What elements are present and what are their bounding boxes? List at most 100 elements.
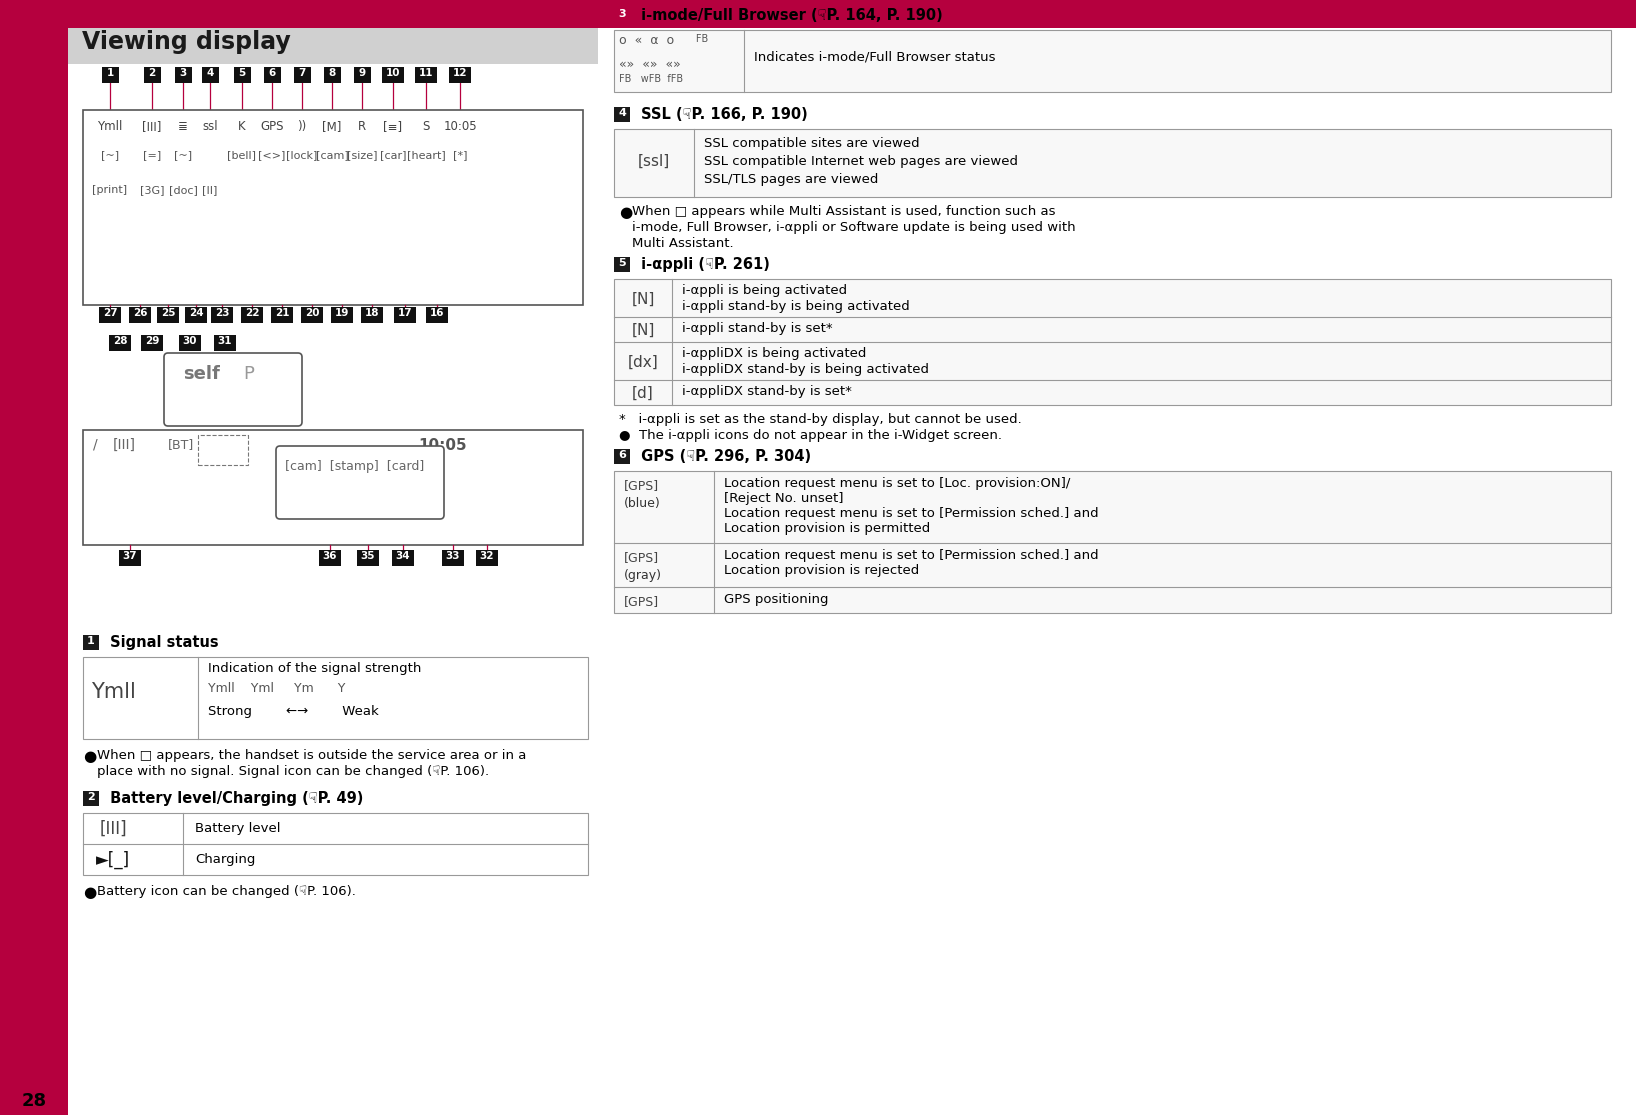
Text: When □ appears while Multi Assistant is used, function such as: When □ appears while Multi Assistant is … xyxy=(631,205,1055,219)
Text: 5: 5 xyxy=(618,258,627,268)
Text: 37: 37 xyxy=(123,551,137,561)
Text: [N]: [N] xyxy=(631,323,654,338)
Text: (blue): (blue) xyxy=(623,497,661,510)
Text: SSL compatible sites are viewed: SSL compatible sites are viewed xyxy=(703,137,919,151)
Bar xyxy=(393,550,414,566)
Text: When □ appears, the handset is outside the service area or in a: When □ appears, the handset is outside t… xyxy=(97,749,527,762)
Text: [d]: [d] xyxy=(631,386,654,401)
Bar xyxy=(83,813,587,875)
Text: GPS (☟P. 296, P. 304): GPS (☟P. 296, P. 304) xyxy=(636,449,811,464)
Text: 1: 1 xyxy=(87,636,95,646)
Text: ●: ● xyxy=(83,885,97,900)
Bar xyxy=(614,30,1611,93)
Text: [lock]: [lock] xyxy=(286,151,317,159)
Text: 34: 34 xyxy=(396,551,411,561)
Bar xyxy=(100,307,121,323)
Bar xyxy=(442,550,465,566)
Text: ●: ● xyxy=(83,749,97,764)
Text: GPS: GPS xyxy=(260,120,283,133)
Text: [GPS]: [GPS] xyxy=(623,551,659,564)
Text: 30: 30 xyxy=(183,336,198,346)
Bar xyxy=(157,307,178,323)
Text: Charging: Charging xyxy=(195,853,255,866)
Bar xyxy=(178,334,201,351)
Text: 2: 2 xyxy=(87,792,95,802)
Bar xyxy=(201,67,219,83)
Text: 12: 12 xyxy=(453,68,468,78)
Text: [~]: [~] xyxy=(173,151,191,159)
Bar xyxy=(263,67,281,83)
Text: Location request menu is set to [Permission sched.] and: Location request menu is set to [Permiss… xyxy=(725,549,1099,562)
Text: 36: 36 xyxy=(322,551,337,561)
Text: Indication of the signal strength: Indication of the signal strength xyxy=(208,662,422,675)
Bar xyxy=(129,307,151,323)
Text: 11: 11 xyxy=(419,68,434,78)
Text: (gray): (gray) xyxy=(623,569,663,582)
Text: Signal status: Signal status xyxy=(105,636,219,650)
Text: K: K xyxy=(239,120,245,133)
Text: Location provision is rejected: Location provision is rejected xyxy=(725,564,919,576)
Text: 3: 3 xyxy=(180,68,187,78)
Bar xyxy=(272,307,293,323)
Text: )): )) xyxy=(298,120,306,133)
Text: [N]: [N] xyxy=(631,292,654,307)
Bar xyxy=(294,67,311,83)
Text: 5: 5 xyxy=(239,68,245,78)
Text: [GPS]: [GPS] xyxy=(623,479,659,492)
FancyBboxPatch shape xyxy=(164,353,303,426)
Text: 19: 19 xyxy=(335,308,348,318)
Text: SSL/TLS pages are viewed: SSL/TLS pages are viewed xyxy=(703,173,879,186)
Text: Before Using the Handset: Before Using the Handset xyxy=(26,394,41,607)
Text: 28: 28 xyxy=(113,336,128,346)
Bar xyxy=(69,28,599,64)
Text: i-mode/Full Browser (☟P. 164, P. 190): i-mode/Full Browser (☟P. 164, P. 190) xyxy=(636,8,942,23)
Text: 20: 20 xyxy=(304,308,319,318)
Text: [doc]: [doc] xyxy=(169,185,198,195)
Bar xyxy=(110,334,131,351)
Bar xyxy=(101,67,119,83)
Text: [=]: [=] xyxy=(142,151,160,159)
Bar xyxy=(614,256,630,272)
Text: 4: 4 xyxy=(618,108,627,118)
Text: [BT]: [BT] xyxy=(169,438,195,450)
Bar xyxy=(214,334,236,351)
Text: 35: 35 xyxy=(362,551,375,561)
Text: [III]: [III] xyxy=(113,438,136,452)
Bar xyxy=(240,307,263,323)
Bar xyxy=(448,67,471,83)
Bar xyxy=(234,67,250,83)
Bar xyxy=(353,67,371,83)
Text: 10:05: 10:05 xyxy=(443,120,476,133)
Text: «»  «»  «»: «» «» «» xyxy=(618,58,681,71)
Text: 3: 3 xyxy=(618,9,627,19)
Text: Ymll: Ymll xyxy=(90,682,136,702)
Bar xyxy=(357,550,380,566)
Bar xyxy=(185,307,208,323)
Text: i-αppli stand-by is set*: i-αppli stand-by is set* xyxy=(682,322,833,334)
Text: [print]: [print] xyxy=(93,185,128,195)
Text: Viewing display: Viewing display xyxy=(82,30,291,54)
Text: [II]: [II] xyxy=(203,185,218,195)
Text: 6: 6 xyxy=(268,68,275,78)
Text: ►[_]: ►[_] xyxy=(97,851,131,870)
Text: ssl: ssl xyxy=(203,120,218,133)
Text: S: S xyxy=(422,120,430,133)
Text: FB   wFB  fFB: FB wFB fFB xyxy=(618,74,684,84)
Bar xyxy=(381,67,404,83)
Text: ●  The i-αppli icons do not appear in the i-Widget screen.: ● The i-αppli icons do not appear in the… xyxy=(618,429,1001,442)
Text: SSL (☟P. 166, P. 190): SSL (☟P. 166, P. 190) xyxy=(636,107,808,122)
Bar xyxy=(416,67,437,83)
Text: 31: 31 xyxy=(218,336,232,346)
Text: ●: ● xyxy=(618,205,631,220)
Text: [~]: [~] xyxy=(101,151,119,159)
Bar xyxy=(614,449,630,464)
Text: 32: 32 xyxy=(479,551,494,561)
Text: 16: 16 xyxy=(430,308,445,318)
Text: [3G]: [3G] xyxy=(139,185,164,195)
Text: [≡]: [≡] xyxy=(383,120,402,133)
Bar xyxy=(614,129,1611,197)
Bar xyxy=(362,307,383,323)
Text: [car]: [car] xyxy=(380,151,406,159)
Text: 18: 18 xyxy=(365,308,380,318)
Text: i-αppli (☟P. 261): i-αppli (☟P. 261) xyxy=(636,256,771,272)
